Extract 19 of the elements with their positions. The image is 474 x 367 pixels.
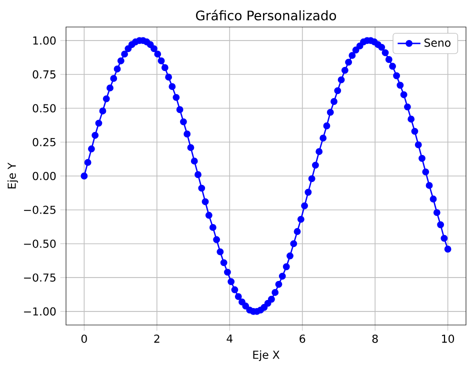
- x-tick-label: 4: [226, 334, 232, 343]
- x-tick-label: 2: [154, 334, 160, 343]
- chart-title: Gráfico Personalizado: [196, 10, 336, 20]
- y-tick-label: 0.50: [32, 104, 56, 112]
- x-tick-label: 6: [300, 334, 306, 343]
- y-axis-title: Eje Y: [7, 162, 18, 188]
- x-axis-title: Eje X: [253, 350, 280, 361]
- x-tick-label: 10: [442, 334, 454, 343]
- y-tick-label: 0.75: [32, 70, 56, 79]
- y-tick-label: 1.00: [33, 36, 56, 45]
- x-tick-label: 8: [372, 334, 378, 343]
- y-tick-label: −1.00: [24, 307, 56, 316]
- y-tick-label: −0.50: [24, 240, 56, 248]
- x-tick-label: 0: [81, 334, 87, 343]
- y-tick-label: 0.00: [32, 172, 56, 180]
- legend-label: Seno: [424, 38, 450, 47]
- y-tick-label: −0.25: [24, 206, 56, 214]
- y-tick-label: −0.75: [24, 273, 56, 282]
- y-tick-label: 0.25: [32, 138, 56, 146]
